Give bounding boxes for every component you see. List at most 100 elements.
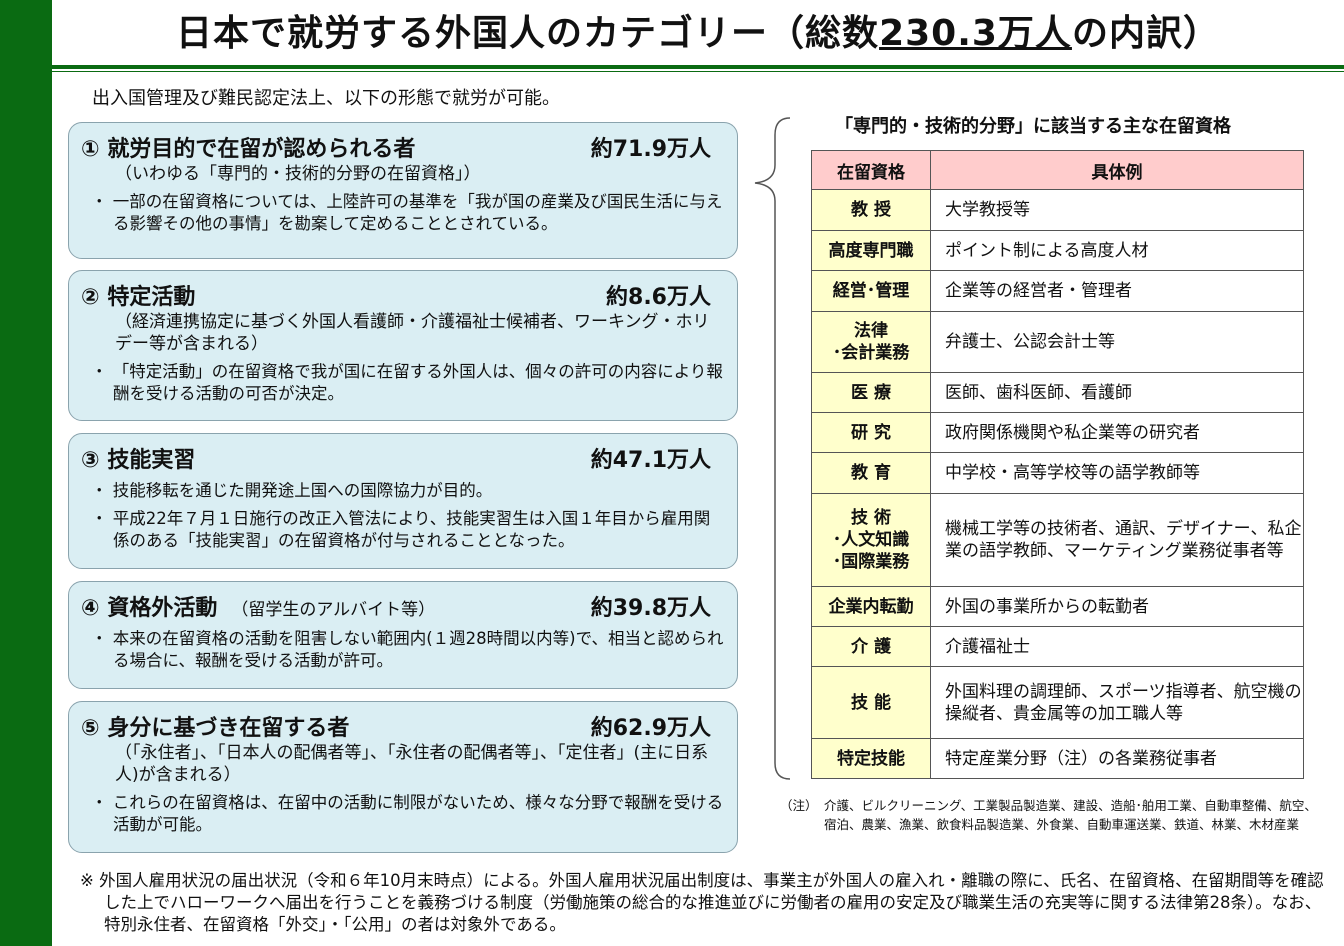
category-bullet: ・ 一部の在留資格については、上陸許可の基準を「我が国の産業及び国民生活に与える…	[91, 192, 723, 233]
category-heading: ② 特定活動 約8.6万人	[81, 279, 725, 311]
status-name: 教 育	[811, 452, 931, 494]
status-name-line: 医 療	[851, 382, 891, 403]
status-name: 介 護	[811, 626, 931, 667]
status-name-line: 研 究	[851, 422, 891, 443]
table-note: （注） 介護、ビルクリーニング、工業製品製造業、建設、造船･舶用工業、自動車整備、…	[780, 796, 1325, 834]
category-number: ②	[81, 285, 100, 310]
table-row: 特定技能 特定産業分野（注）の各業務従事者	[811, 738, 1304, 779]
category-box: ② 特定活動 約8.6万人 （経済連携協定に基づく外国人看護師・介護福祉士候補者、ワ…	[68, 270, 738, 421]
category-heading: ⑤ 身分に基づき在留する者 約62.9万人	[81, 710, 725, 742]
table-row: 研 究 政府関係機関や私企業等の研究者	[811, 412, 1304, 453]
status-example: 政府関係機関や私企業等の研究者	[930, 412, 1304, 453]
table-row: 技 術･人文知識 ･国際業務 機械工学等の技術者、通訳、デザイナー、私企業の語学教師…	[811, 493, 1304, 587]
footnote: ※ 外国人雇用状況の届出状況（令和６年10月末時点）による。外国人雇用状況届出制…	[80, 871, 1324, 934]
table-row: 高度専門職 ポイント制による高度人材	[811, 230, 1304, 271]
bracket	[754, 117, 791, 780]
category-box: ① 就労目的で在留が認められる者 約71.9万人 （いわゆる「専門的・技術的分野の在…	[68, 122, 738, 259]
category-title: 資格外活動	[107, 596, 218, 621]
status-example: 医師、歯科医師、看護師	[930, 372, 1304, 413]
status-name-line: 教 授	[851, 200, 891, 220]
status-example: 企業等の経営者・管理者	[930, 270, 1304, 312]
table-title: 「専門的・技術的分野」に該当する主な在留資格	[835, 116, 1231, 137]
category-title: 身分に基づき在留する者	[107, 716, 350, 741]
status-name-line: 教 育	[851, 463, 891, 483]
table-row: 法律 ･会計業務 弁護士、公認会計士等	[811, 311, 1304, 373]
status-name: 法律 ･会計業務	[811, 311, 931, 373]
status-example: 中学校・高等学校等の語学教師等	[930, 452, 1304, 494]
status-name: 経営･管理	[811, 270, 931, 312]
category-count: 約47.1万人	[590, 448, 711, 473]
category-number: ③	[81, 448, 100, 473]
category-count: 約71.9万人	[590, 137, 711, 162]
status-name-line: 特定技能	[837, 748, 905, 769]
status-example: 特定産業分野（注）の各業務従事者	[930, 738, 1304, 779]
status-example: 弁護士、公認会計士等	[930, 311, 1304, 373]
title-total: 230.3万人	[879, 13, 1072, 54]
status-name-line: ･人文知識	[832, 530, 910, 550]
note-label: （注）	[780, 798, 818, 813]
table-header: 在留資格	[811, 150, 931, 190]
status-name: 特定技能	[811, 738, 931, 779]
category-bullet: ・ 「特定活動」の在留資格で我が国に在留する外国人は、個々の許可の内容により報酬…	[91, 362, 723, 403]
table-row: 経営･管理 企業等の経営者・管理者	[811, 270, 1304, 312]
table-row: 企業内転勤 外国の事業所からの転勤者	[811, 586, 1304, 627]
category-subtitle: （「永住者」、「日本人の配偶者等」、「永住者の配偶者等」、「定住者」(主に日系人…	[115, 743, 709, 785]
status-name-line: ･国際業務	[832, 552, 910, 572]
table-row: 介 護 介護福祉士	[811, 626, 1304, 667]
status-name: 研 究	[811, 412, 931, 453]
category-subtitle: （いわゆる「専門的・技術的分野の在留資格」）	[115, 164, 481, 184]
status-example: 大学教授等	[930, 189, 1304, 231]
status-name-line: 技 能	[851, 692, 891, 713]
status-example: 外国料理の調理師、スポーツ指導者、航空機の操縦者、貴金属等の加工職人等	[930, 666, 1304, 739]
category-heading: ④ 資格外活動 （留学生のアルバイト等） 約39.8万人	[81, 590, 725, 622]
status-name-line: ･会計業務	[832, 343, 910, 363]
page-title: 日本で就労する外国人のカテゴリー（総数230.3万人の内訳）	[52, 4, 1344, 56]
status-name: 技 術･人文知識 ･国際業務	[811, 493, 931, 587]
table-row: 技 能 外国料理の調理師、スポーツ指導者、航空機の操縦者、貴金属等の加工職人等	[811, 666, 1304, 739]
category-subtitle: （経済連携協定に基づく外国人看護師・介護福祉士候補者、ワーキング・ホリデー等が含…	[115, 312, 710, 354]
title-suffix: の内訳）	[1071, 13, 1220, 54]
category-box: ④ 資格外活動 （留学生のアルバイト等） 約39.8万人・ 本来の在留資格の活動を阻…	[68, 581, 738, 689]
status-name: 医 療	[811, 372, 931, 413]
status-name-line: 高度専門職	[828, 240, 914, 261]
category-title: 技能実習	[107, 448, 196, 473]
residence-status-table: 在留資格 具体例 教 授 大学教授等 高度専門職 ポイント制による高度人材 経営･管理 企業…	[811, 150, 1304, 779]
category-title: 特定活動	[107, 285, 196, 310]
note-text: 介護、ビルクリーニング、工業製品製造業、建設、造船･舶用工業、自動車整備、航空、…	[824, 798, 1317, 832]
status-name-line: 技 術	[851, 508, 891, 528]
category-heading: ③ 技能実習 約47.1万人	[81, 442, 725, 474]
status-example: 介護福祉士	[930, 626, 1304, 667]
category-bullet: ・ 平成22年７月１日施行の改正入管法により、技能実習生は入国１年目から雇用関係…	[91, 509, 711, 550]
table-row: 教 授 大学教授等	[811, 189, 1304, 231]
category-bullet: ・ これらの在留資格は、在留中の活動に制限がないため、様々な分野で報酬を受ける活…	[91, 793, 724, 834]
status-name-line: 経営･管理	[832, 281, 910, 301]
status-name-line: 企業内転勤	[828, 596, 914, 617]
status-example: 機械工学等の技術者、通訳、デザイナー、私企業の語学教師、マーケティング業務従事者…	[930, 493, 1304, 587]
category-box: ⑤ 身分に基づき在留する者 約62.9万人 （「永住者」、「日本人の配偶者等」、「永…	[68, 701, 738, 853]
title-prefix: 日本で就労する外国人のカテゴリー（総数	[176, 13, 880, 54]
title-rule	[52, 65, 1344, 69]
green-sidebar	[0, 0, 52, 946]
status-name-line: 介 護	[851, 636, 891, 657]
category-number: ①	[81, 137, 100, 162]
table-row: 教 育 中学校・高等学校等の語学教師等	[811, 452, 1304, 494]
status-example: ポイント制による高度人材	[930, 230, 1304, 271]
category-number: ⑤	[81, 716, 100, 741]
intro-text: 出入国管理及び難民認定法上、以下の形態で就労が可能。	[92, 88, 560, 109]
category-number: ④	[81, 596, 100, 621]
status-name: 高度専門職	[811, 230, 931, 271]
category-title: 就労目的で在留が認められる者	[107, 137, 416, 162]
table-header: 具体例	[930, 150, 1304, 190]
category-bullet: ・ 本来の在留資格の活動を阻害しない範囲内(１週28時間以内等)で、相当と認めら…	[91, 629, 724, 670]
category-count: 約39.8万人	[590, 596, 711, 621]
title-rule-thin	[52, 71, 1344, 72]
status-name: 技 能	[811, 666, 931, 739]
category-count: 約8.6万人	[606, 285, 711, 310]
status-example: 外国の事業所からの転勤者	[930, 586, 1304, 627]
table-row: 医 療 医師、歯科医師、看護師	[811, 372, 1304, 413]
category-bullet: ・ 技能移転を通じた開発途上国への国際協力が目的。	[91, 481, 493, 500]
status-name-line: 法律	[854, 321, 888, 341]
status-name: 企業内転勤	[811, 586, 931, 627]
category-box: ③ 技能実習 約47.1万人・ 技能移転を通じた開発途上国への国際協力が目的。・ …	[68, 433, 738, 569]
category-note: （留学生のアルバイト等）	[231, 600, 436, 620]
